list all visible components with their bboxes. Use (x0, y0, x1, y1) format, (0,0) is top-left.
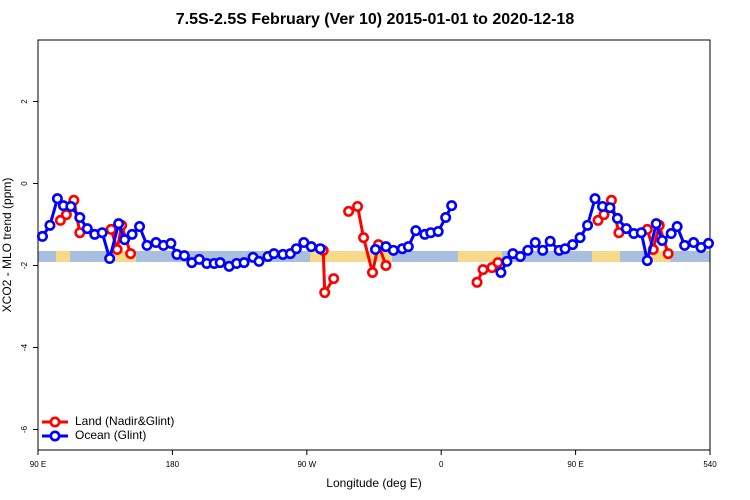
x-tick-label: 90 E (567, 460, 583, 469)
point (113, 218, 125, 230)
point (589, 193, 601, 205)
point (96, 227, 108, 239)
point (380, 259, 392, 271)
x-tick-label: 90 W (297, 460, 316, 469)
point (679, 239, 691, 251)
legend-label: Ocean (Glint) (75, 428, 146, 442)
point (44, 219, 56, 231)
x-axis-label: Longitude (deg E) (326, 476, 421, 490)
point (125, 248, 137, 260)
point (305, 241, 317, 253)
point (126, 228, 138, 240)
point (656, 234, 668, 246)
point (105, 223, 117, 235)
legend-marker (49, 430, 61, 442)
point (81, 223, 93, 235)
point (620, 223, 632, 235)
point (369, 244, 381, 256)
x-tick-label: 180 (166, 460, 180, 469)
point (319, 287, 331, 299)
point (604, 202, 616, 214)
point (358, 232, 370, 244)
point (104, 253, 116, 265)
point (352, 200, 364, 212)
point (387, 244, 399, 256)
point (662, 248, 674, 260)
land-band (592, 251, 620, 262)
point (574, 232, 586, 244)
point (74, 212, 86, 224)
point (410, 225, 422, 237)
point (290, 243, 302, 255)
point (51, 193, 63, 205)
point (432, 225, 444, 237)
point (641, 255, 653, 267)
point (529, 237, 541, 249)
point (567, 239, 579, 251)
point (501, 255, 513, 267)
land-band (310, 251, 392, 262)
point (134, 221, 146, 233)
land-band (646, 251, 670, 262)
chart-title: 7.5S-2.5S February (Ver 10) 2015-01-01 t… (176, 11, 575, 28)
legend-label: Land (Nadir&Glint) (75, 414, 174, 428)
point (537, 244, 549, 256)
point (446, 200, 458, 212)
point (60, 209, 72, 221)
point (314, 243, 326, 255)
point (328, 273, 340, 285)
point (611, 212, 623, 224)
point (178, 250, 190, 262)
point (650, 218, 662, 230)
legend-marker (49, 416, 61, 428)
y-tick-label: -4 (20, 343, 29, 351)
point (402, 241, 414, 253)
point (544, 235, 556, 247)
point (492, 257, 504, 269)
land-ocean-band (38, 251, 710, 262)
point (635, 227, 647, 239)
y-axis-label: XCO2 - MLO trend (ppm) (0, 178, 14, 313)
point (36, 230, 48, 242)
point (214, 257, 226, 269)
point (65, 200, 77, 212)
point (514, 250, 526, 262)
point (367, 266, 379, 278)
point (703, 237, 715, 249)
point (141, 239, 153, 251)
point (343, 205, 355, 217)
point (119, 234, 131, 246)
point (665, 228, 677, 240)
x-tick-label: 90 E (30, 460, 46, 469)
point (253, 255, 265, 267)
land-band (56, 251, 70, 262)
point (582, 219, 594, 231)
y-tick-label: 2 (20, 99, 29, 104)
point (268, 248, 280, 260)
x-tick-label: 540 (703, 460, 717, 469)
point (471, 276, 483, 288)
land-band (112, 251, 136, 262)
point (671, 221, 683, 233)
point (522, 244, 534, 256)
x-tick-label: 0 (439, 460, 444, 469)
point (238, 257, 250, 269)
y-tick-label: -6 (20, 425, 29, 433)
point (495, 266, 507, 278)
y-tick-label: -2 (20, 261, 29, 269)
y-tick-label: 0 (20, 181, 29, 186)
point (688, 237, 700, 249)
point (165, 237, 177, 249)
land-band (458, 251, 502, 262)
point (477, 264, 489, 276)
point (440, 212, 452, 224)
